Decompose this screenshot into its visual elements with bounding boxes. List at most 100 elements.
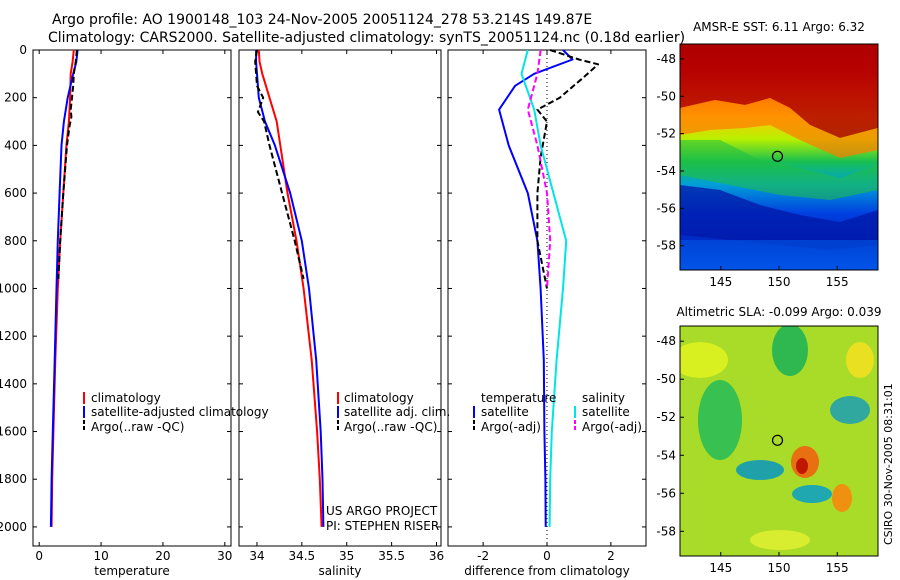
sst-cold-core	[680, 185, 878, 250]
map-y-tick-label: -48	[656, 52, 676, 66]
credit-line-1: US ARGO PROJECT	[326, 504, 438, 518]
salinity-legend: climatology satellite adj. clim. Argo(..…	[337, 391, 450, 434]
map-y-tick-label: -58	[656, 524, 676, 538]
argo-position-marker	[771, 434, 784, 446]
sst-green-band	[680, 140, 878, 200]
x-tick-label: 20	[155, 549, 170, 563]
sla-yellow-patch	[680, 342, 728, 378]
x-tick-label: 30	[217, 549, 232, 563]
sla-green-patch	[772, 326, 808, 376]
sst-orange-band	[680, 98, 878, 158]
sla-red-patch	[796, 458, 808, 474]
map-y-tick-label: -54	[656, 448, 676, 462]
depth-tick-label: 1200	[0, 329, 27, 343]
header-line-2: Climatology: CARS2000. Satellite-adjuste…	[48, 30, 685, 46]
sla-teal-patch	[830, 396, 870, 424]
series-line-argo-adj	[526, 49, 552, 289]
series-line-satellite-adjusted-climatology	[49, 49, 79, 527]
sst-lower-blue	[680, 240, 878, 270]
map-y-tick-label: -48	[656, 334, 676, 348]
salinity-axes	[238, 49, 442, 547]
depth-tick-label: 0	[19, 43, 27, 57]
sst-warm-tongue	[680, 44, 878, 138]
x-tick-label: 35	[339, 549, 354, 563]
map-y-tick-label: -50	[656, 89, 676, 103]
depth-tick-label: 1400	[0, 377, 27, 391]
depth-tick-label: 1000	[0, 282, 27, 296]
map-y-tick-label: -56	[656, 201, 676, 215]
series-line-argo-raw-qc	[57, 49, 78, 279]
timestamp-stamp: CSIRO 30-Nov-2005 08:31:01	[882, 383, 895, 545]
depth-tick-labels: 0 200 400 600 800 1000 1200 1400 1600 1800 2000	[0, 43, 27, 534]
x-tick-label: 2	[607, 549, 615, 563]
map-x-tick-label: 155	[826, 275, 849, 289]
map-x-tick-label: 150	[768, 275, 791, 289]
sst-map-ticks: 145 150 155 -48 -50 -52 -54 -56 -58	[656, 52, 848, 289]
series-line-satellite	[520, 49, 568, 527]
map-x-tick-label: 155	[826, 561, 849, 575]
legend-label-satellite: satellite-adjusted climatology	[91, 405, 269, 419]
series-line-climatology	[257, 49, 323, 527]
depth-tick-label: 1800	[0, 472, 27, 486]
depth-tick-label: 400	[4, 138, 27, 152]
legend-label-sal-argo: Argo(-adj)	[582, 420, 642, 434]
sla-teal-patch	[792, 485, 832, 503]
legend-label-satellite: satellite adj. clim.	[344, 405, 450, 419]
series-line-argo-raw-qc	[254, 49, 305, 280]
sla-orange-patch	[832, 484, 852, 512]
legend-label-climatology: climatology	[91, 391, 161, 405]
legend-label-temp-argo: Argo(-adj)	[481, 420, 541, 434]
series-line-satellite	[498, 49, 574, 527]
argo-position-marker	[771, 150, 784, 162]
legend-label-argo: Argo(..raw -QC)	[91, 420, 184, 434]
depth-tick-label: 600	[4, 186, 27, 200]
series-line-argo-adj	[536, 49, 600, 289]
sla-yellow-patch	[846, 342, 874, 378]
depth-tick-label: 1600	[0, 425, 27, 439]
series-line-satellite-adj-clim	[255, 50, 325, 527]
sst-map-image	[680, 44, 878, 270]
difference-plot: -2 0 2	[448, 49, 646, 563]
map-y-tick-label: -54	[656, 164, 676, 178]
temperature-legend: climatology satellite-adjusted climatolo…	[83, 391, 269, 434]
x-tick-label: 34	[249, 549, 264, 563]
x-tick-label: 0	[35, 549, 43, 563]
temperature-xlabel: temperature	[94, 564, 169, 578]
legend-label-sal-satellite: satellite	[582, 405, 630, 419]
sst-map-title: AMSR-E SST: 6.11 Argo: 6.32	[693, 20, 865, 34]
x-tick-label: 10	[93, 549, 108, 563]
sla-map-title: Altimetric SLA: -0.099 Argo: 0.039	[676, 305, 881, 319]
difference-xlabel: difference from climatology	[464, 564, 630, 578]
header-line-1: Argo profile: AO 1900148_103 24-Nov-2005…	[52, 12, 592, 28]
temperature-plot: 0 10 20 30	[33, 49, 232, 563]
sla-yellow-patch	[750, 530, 810, 550]
depth-tick-label: 200	[4, 91, 27, 105]
legend-heading-temperature: temperature	[481, 391, 556, 405]
legend-label-climatology: climatology	[344, 391, 414, 405]
difference-legend: temperature satellite Argo(-adj) salinit…	[473, 391, 642, 434]
map-x-tick-label: 150	[768, 561, 791, 575]
salinity-plot: 34 34.5 35 35.5 36	[239, 49, 444, 563]
sla-teal-patch	[736, 460, 784, 480]
salinity-xlabel: salinity	[318, 564, 361, 578]
depth-tick-label: 2000	[0, 520, 27, 534]
legend-heading-salinity: salinity	[582, 391, 625, 405]
temperature-axes	[32, 49, 232, 547]
credit-line-2: PI: STEPHEN RISER	[326, 519, 439, 533]
legend-label-temp-satellite: satellite	[481, 405, 529, 419]
x-tick-label: 0	[543, 549, 551, 563]
sla-map-ticks: 145 150 155 -48 -50 -52 -54 -56 -58	[656, 334, 848, 575]
sla-green-patch	[698, 380, 742, 460]
map-y-tick-label: -52	[656, 127, 676, 141]
x-tick-label: 34.5	[288, 549, 315, 563]
map-y-tick-label: -50	[656, 372, 676, 386]
map-x-tick-label: 145	[709, 561, 732, 575]
map-x-tick-label: 145	[709, 275, 732, 289]
map-y-tick-label: -58	[656, 239, 676, 253]
x-tick-label: 36	[429, 549, 444, 563]
x-tick-label: 35.5	[378, 549, 405, 563]
map-y-tick-label: -56	[656, 486, 676, 500]
map-y-tick-label: -52	[656, 410, 676, 424]
x-tick-label: -2	[477, 549, 489, 563]
